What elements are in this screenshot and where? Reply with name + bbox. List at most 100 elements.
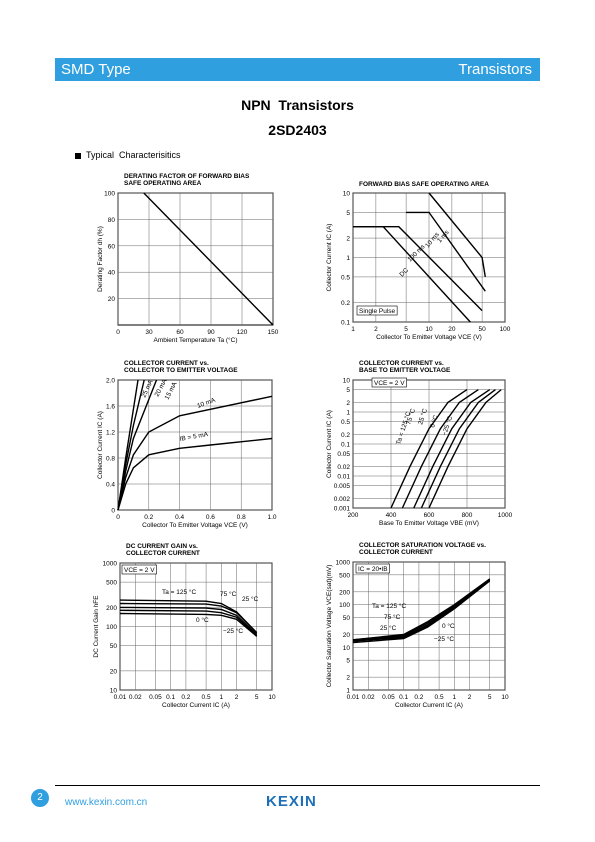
plot-frame <box>117 379 273 511</box>
logo: KEXIN <box>266 793 317 810</box>
curve-label: 75 °C <box>384 613 401 621</box>
chart-title: COLLECTOR CURRENT <box>126 550 200 557</box>
chart-title: COLLECTOR SATURATION VOLTAGE vs. <box>359 542 486 549</box>
curve <box>352 580 491 644</box>
curve <box>117 395 273 511</box>
y-tick-label: 40 <box>108 270 116 277</box>
x-tick-label: 400 <box>386 512 397 519</box>
x-axis-label: Collector Current IC (A) <box>162 702 230 709</box>
x-tick-label: 2 <box>235 694 239 701</box>
y-tick-label: 80 <box>108 217 116 224</box>
y-tick-label: 500 <box>339 572 350 579</box>
y-axis-label: Derating Factor dh (%) <box>97 226 104 292</box>
x-tick-label: 2 <box>374 326 378 333</box>
x-tick-label: 0.4 <box>175 514 184 521</box>
y-tick-label: 0.4 <box>106 482 115 489</box>
curve <box>420 389 496 509</box>
y-tick-label: 0.2 <box>341 300 350 307</box>
x-tick-label: 10 <box>501 694 509 701</box>
chart-title: COLLECTOR TO EMITTER VOLTAGE <box>124 367 238 374</box>
y-tick-label: 0.8 <box>106 456 115 463</box>
y-tick-label: 0.001 <box>334 506 351 513</box>
y-axis-label: Collector Saturation Voltage VCE(sat)(mV… <box>326 565 333 688</box>
y-tick-label: 100 <box>106 624 117 631</box>
x-tick-label: 1 <box>220 694 224 701</box>
x-tick-label: 0 <box>116 329 120 336</box>
y-tick-label: 0 <box>111 508 115 515</box>
x-tick-label: 0.05 <box>149 694 162 701</box>
y-tick-label: 0.2 <box>341 432 350 439</box>
y-tick-label: 5 <box>346 210 350 217</box>
y-tick-label: 1.2 <box>106 430 115 437</box>
x-tick-label: 0.05 <box>382 694 395 701</box>
curve-label: −25 °C <box>434 635 454 643</box>
curve <box>401 389 479 509</box>
y-tick-label: 5 <box>346 387 350 394</box>
chart-title: COLLECTOR CURRENT vs. <box>359 360 444 367</box>
y-tick-label: 60 <box>108 243 116 250</box>
chart-title: FORWARD BIAS SAFE OPERATING AREA <box>359 181 489 188</box>
chart-title: BASE TO EMITTER VOLTAGE <box>359 367 451 374</box>
x-axis-label: Collector To Emitter Voltage VCE (V) <box>376 334 482 341</box>
chart-title: COLLECTOR CURRENT vs. <box>124 360 209 367</box>
x-tick-label: 5 <box>255 694 259 701</box>
curve <box>428 192 486 278</box>
y-tick-label: 10 <box>110 688 118 695</box>
x-tick-label: 0.2 <box>181 694 190 701</box>
y-tick-label: 0.02 <box>337 464 350 471</box>
curve-label: −25 °C <box>223 627 243 635</box>
curve <box>353 226 471 323</box>
x-tick-label: 60 <box>176 329 184 336</box>
header-bar <box>55 58 540 81</box>
x-tick-label: 150 <box>268 329 279 336</box>
curve <box>117 379 158 511</box>
annotation: IC = 20•IB <box>358 566 388 573</box>
x-axis-label: Base To Emitter Voltage VBE (mV) <box>379 520 479 527</box>
x-axis-label: Collector To Emitter Voltage VCE (V) <box>142 522 248 529</box>
y-tick-label: 200 <box>106 605 117 612</box>
y-tick-label: 10 <box>343 378 351 385</box>
annotation: VCE = 2 V <box>124 567 155 574</box>
y-tick-label: 2 <box>346 675 350 682</box>
x-tick-label: 10 <box>268 694 276 701</box>
x-axis-label: Ambient Temperature Ta (°C) <box>153 336 237 344</box>
curve-label: Ta = 125 °C <box>162 588 197 596</box>
x-axis-label: Collector Current IC (A) <box>395 702 463 709</box>
chart-title: DERATING FACTOR OF FORWARD BIAS <box>124 173 250 180</box>
x-tick-label: 2 <box>468 694 472 701</box>
x-tick-label: 5 <box>488 694 492 701</box>
curve-label: 25 °C <box>242 595 259 603</box>
curve <box>413 389 491 509</box>
x-tick-label: 0.02 <box>362 694 375 701</box>
curve-label: DC <box>398 267 410 279</box>
y-tick-label: 100 <box>104 191 115 198</box>
y-tick-label: 1000 <box>103 561 118 568</box>
curve <box>390 389 468 509</box>
x-tick-label: 90 <box>207 329 215 336</box>
curve <box>352 579 491 642</box>
x-tick-label: 50 <box>479 326 487 333</box>
y-tick-label: 10 <box>343 191 351 198</box>
x-tick-label: 200 <box>348 512 359 519</box>
curve <box>119 609 258 637</box>
x-tick-label: 5 <box>404 326 408 333</box>
annotation-box <box>356 305 398 316</box>
y-tick-label: 0.01 <box>337 474 350 481</box>
y-tick-label: 0.1 <box>341 320 350 327</box>
x-tick-label: 20 <box>448 326 456 333</box>
header-right: Transistors <box>458 61 532 78</box>
y-tick-label: 10 <box>343 645 351 652</box>
header-left: SMD Type <box>61 61 131 78</box>
y-tick-label: 2 <box>346 400 350 407</box>
x-tick-label: 1000 <box>498 512 513 519</box>
footer-rule <box>55 785 540 786</box>
x-tick-label: 0.5 <box>435 694 444 701</box>
x-tick-label: 1 <box>351 326 355 333</box>
section-title: Typical Characterisitics <box>86 150 181 160</box>
curve-label: 0 °C <box>428 414 440 429</box>
plot-frame <box>117 192 274 326</box>
annotation-box <box>371 377 407 388</box>
y-tick-label: 0.5 <box>341 274 350 281</box>
y-tick-label: 50 <box>343 615 351 622</box>
y-tick-label: 1.6 <box>106 404 115 411</box>
